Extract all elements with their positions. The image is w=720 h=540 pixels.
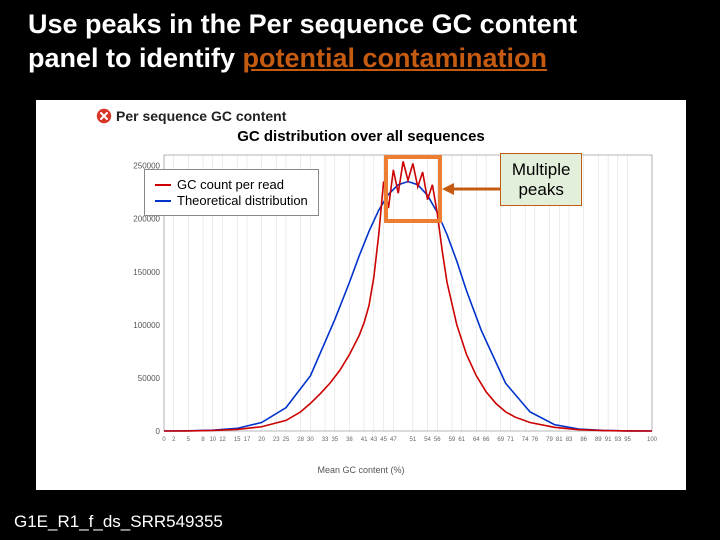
svg-text:200000: 200000 xyxy=(133,215,160,224)
svg-text:35: 35 xyxy=(331,437,338,443)
x-axis-label: Mean GC content (%) xyxy=(36,465,686,475)
svg-text:54: 54 xyxy=(424,437,431,443)
svg-text:41: 41 xyxy=(361,437,368,443)
svg-text:66: 66 xyxy=(483,437,490,443)
svg-text:8: 8 xyxy=(201,437,205,443)
svg-text:2: 2 xyxy=(172,437,176,443)
svg-text:91: 91 xyxy=(605,437,612,443)
svg-text:83: 83 xyxy=(566,437,573,443)
svg-text:43: 43 xyxy=(370,437,377,443)
gc-content-panel: Per sequence GC content GC distribution … xyxy=(36,100,686,490)
svg-text:76: 76 xyxy=(532,437,539,443)
svg-text:64: 64 xyxy=(473,437,480,443)
svg-text:61: 61 xyxy=(458,437,465,443)
svg-text:28: 28 xyxy=(297,437,304,443)
svg-text:12: 12 xyxy=(219,437,226,443)
svg-text:89: 89 xyxy=(595,437,602,443)
panel-header-text: Per sequence GC content xyxy=(116,108,286,124)
svg-text:0: 0 xyxy=(162,437,166,443)
legend-row-observed: GC count per read xyxy=(155,177,308,192)
chart-title: GC distribution over all sequences xyxy=(36,128,686,145)
svg-text:45: 45 xyxy=(380,437,387,443)
svg-text:150000: 150000 xyxy=(133,268,160,277)
svg-text:51: 51 xyxy=(410,437,417,443)
panel-header: Per sequence GC content xyxy=(36,100,686,126)
svg-text:81: 81 xyxy=(556,437,563,443)
slide-title: Use peaks in the Per sequence GC content… xyxy=(0,0,720,80)
legend-swatch-theoretical xyxy=(155,200,171,202)
plot-area: 0258101215172023252830333538414345475154… xyxy=(36,145,686,475)
svg-text:74: 74 xyxy=(522,437,529,443)
svg-text:86: 86 xyxy=(580,437,587,443)
svg-text:23: 23 xyxy=(273,437,280,443)
arrow-icon xyxy=(442,180,500,198)
annotation-label: Multiplepeaks xyxy=(500,153,582,206)
title-accent: potential contamination xyxy=(243,43,548,73)
svg-text:100000: 100000 xyxy=(133,321,160,330)
svg-text:47: 47 xyxy=(390,437,397,443)
svg-text:79: 79 xyxy=(546,437,553,443)
svg-text:50000: 50000 xyxy=(138,374,161,383)
svg-text:30: 30 xyxy=(307,437,314,443)
svg-text:69: 69 xyxy=(497,437,504,443)
svg-text:10: 10 xyxy=(209,437,216,443)
svg-text:95: 95 xyxy=(624,437,631,443)
svg-text:38: 38 xyxy=(346,437,353,443)
svg-text:25: 25 xyxy=(283,437,290,443)
title-line-1: Use peaks in the Per sequence GC content xyxy=(28,8,692,42)
highlight-box xyxy=(384,155,443,223)
svg-text:0: 0 xyxy=(156,427,161,436)
footer-sample-id: G1E_R1_f_ds_SRR549355 xyxy=(14,512,223,532)
svg-text:93: 93 xyxy=(614,437,621,443)
legend-label-theoretical: Theoretical distribution xyxy=(177,193,308,208)
svg-text:15: 15 xyxy=(234,437,241,443)
chart-legend: GC count per read Theoretical distributi… xyxy=(144,169,319,216)
legend-row-theoretical: Theoretical distribution xyxy=(155,193,308,208)
svg-text:71: 71 xyxy=(507,437,514,443)
error-icon xyxy=(96,108,112,124)
legend-label-observed: GC count per read xyxy=(177,177,284,192)
svg-text:5: 5 xyxy=(187,437,191,443)
svg-text:20: 20 xyxy=(258,437,265,443)
svg-text:33: 33 xyxy=(322,437,329,443)
legend-swatch-observed xyxy=(155,184,171,186)
svg-text:59: 59 xyxy=(449,437,456,443)
svg-text:56: 56 xyxy=(434,437,441,443)
svg-text:100: 100 xyxy=(647,437,658,443)
svg-text:17: 17 xyxy=(244,437,251,443)
title-line-2: panel to identify potential contaminatio… xyxy=(28,42,692,76)
